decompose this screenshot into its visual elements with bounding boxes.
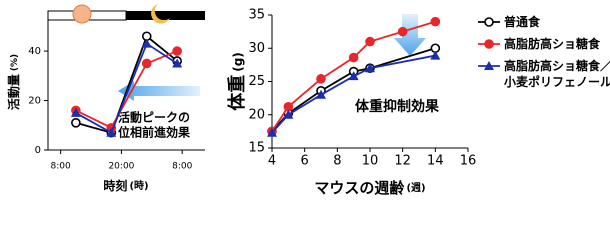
annotation: 活動ピークの xyxy=(118,110,190,125)
point xyxy=(141,58,152,69)
point xyxy=(141,38,152,48)
point xyxy=(484,39,494,49)
moon-icon xyxy=(151,4,170,24)
x-tick-label: 8:00 xyxy=(172,162,192,172)
legend-entry: 高脂肪高ショ糖食 xyxy=(504,37,601,51)
point xyxy=(283,109,294,119)
x-tick-label: 12 xyxy=(394,154,411,169)
night-bar xyxy=(126,11,205,20)
x-tick-label: 10 xyxy=(362,154,379,169)
point xyxy=(172,58,183,68)
annotation: 位相前進効果 xyxy=(118,125,190,140)
point xyxy=(484,17,494,27)
left-arrow xyxy=(118,81,200,101)
y-tick-label: 0 xyxy=(35,145,41,156)
y-tick-label: 30 xyxy=(248,41,265,56)
x-tick-label: 8 xyxy=(333,154,341,169)
point xyxy=(348,52,359,63)
x-tick-label: 4 xyxy=(268,154,276,169)
point xyxy=(484,61,494,70)
y-tick-label: 20 xyxy=(28,96,41,107)
page: 0 20 40 8:00 20:00 8:00 活動量 (%) 時刻 (時) 活動ピークの 位相前進効… xyxy=(6,4,610,197)
y-label-text: 体重 xyxy=(226,75,248,111)
y-tick-label: 20 xyxy=(248,107,265,122)
y-tick-label: 25 xyxy=(248,74,265,89)
y-tick-label: 15 xyxy=(248,141,265,156)
point xyxy=(430,50,441,60)
point xyxy=(365,36,375,47)
x-tick-label: 20:00 xyxy=(108,162,134,172)
legend-entry: 高脂肪高ショ糖食／小麦ポリフェノール xyxy=(504,59,610,89)
point xyxy=(397,26,408,37)
x-axis-label: マウスの週齢 (週) xyxy=(314,179,425,197)
x-label-text: マウスの週齢 xyxy=(314,179,405,197)
x-unit: (時) xyxy=(129,179,148,192)
y-label-text: 活動量 xyxy=(6,74,21,110)
x-label-text: 時刻 xyxy=(103,178,127,193)
y-axis-label: 活動量 (%) xyxy=(6,54,21,110)
y-tick-label: 35 xyxy=(248,8,265,23)
point xyxy=(267,127,277,137)
series-line xyxy=(75,42,178,134)
point xyxy=(71,118,81,128)
point xyxy=(430,16,441,27)
series-line xyxy=(75,34,178,134)
x-axis-label: 時刻 (時) xyxy=(103,178,148,193)
sun-icon xyxy=(72,4,92,24)
y-unit: (%) xyxy=(10,54,20,71)
x-tick-label: 6 xyxy=(301,154,309,169)
x-unit: (週) xyxy=(406,182,425,194)
x-tick-label: 14 xyxy=(427,154,444,169)
x-tick-label: 8:00 xyxy=(51,162,71,172)
down-arrow xyxy=(394,14,426,56)
point xyxy=(106,127,117,137)
annotation: 体重抑制効果 xyxy=(355,98,440,115)
series-line xyxy=(75,50,178,129)
point xyxy=(316,74,326,84)
point xyxy=(316,89,326,99)
point xyxy=(70,107,81,117)
legend-entry: 普通食 xyxy=(504,15,541,29)
point xyxy=(283,101,294,112)
point xyxy=(348,71,359,81)
y-axis-label: 体重 (g) xyxy=(226,52,248,111)
y-unit: (g) xyxy=(231,52,245,72)
charts: 0 20 40 8:00 20:00 8:00 活動量 (%) 時刻 (時) 活動ピークの位相前進効… xyxy=(6,4,500,197)
point xyxy=(365,63,375,73)
point xyxy=(172,46,182,56)
y-tick-label: 40 xyxy=(28,46,41,57)
x-tick-label: 16 xyxy=(460,154,477,169)
